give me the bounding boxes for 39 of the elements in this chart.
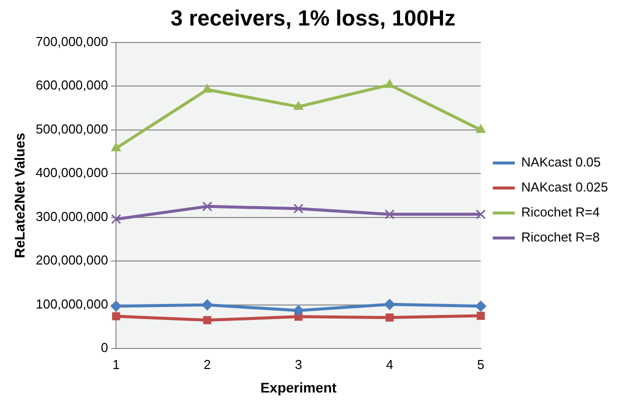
point	[293, 204, 304, 214]
point	[386, 314, 394, 322]
point	[476, 312, 485, 320]
legend-label: NAKcast 0.025	[521, 180, 608, 195]
y-tick-label: 700,000,000	[36, 34, 108, 49]
x-tick-label: 2	[204, 356, 211, 372]
legend-label: NAKcast 0.05	[521, 154, 601, 170]
point	[384, 79, 394, 88]
x-tick-label: 4	[386, 356, 394, 372]
point	[111, 142, 121, 152]
x-tick-label: 5	[477, 356, 484, 372]
point	[203, 316, 212, 324]
point	[384, 298, 396, 310]
legend-label: Ricochet R=8	[521, 230, 600, 245]
y-tick-label: 300,000,000	[36, 208, 108, 224]
point	[111, 214, 122, 224]
x-axis-title: Experiment	[260, 379, 337, 396]
y-tick-label: 600,000,000	[36, 78, 108, 93]
y-tick-label: 0	[100, 340, 108, 356]
point	[292, 305, 304, 316]
point	[202, 84, 212, 93]
y-axis-title: ReLate2Net Values	[11, 132, 28, 258]
point	[384, 209, 395, 220]
y-tick-label: 100,000,000	[36, 296, 108, 312]
point	[202, 201, 212, 212]
point	[475, 300, 486, 312]
point	[476, 124, 486, 133]
point	[476, 209, 486, 220]
y-tick-label: 500,000,000	[36, 121, 108, 136]
y-tick-label: 200,000,000	[36, 252, 108, 268]
y-tick-label: 400,000,000	[36, 165, 108, 180]
x-tick-label: 3	[294, 356, 302, 372]
chart-title: 3 receivers, 1% loss, 100Hz	[170, 5, 456, 30]
point	[294, 101, 304, 110]
point	[202, 299, 213, 310]
legend-label: Ricochet R=4	[521, 204, 600, 220]
x-tick-label: 1	[112, 356, 120, 372]
point	[110, 300, 122, 312]
point	[112, 312, 120, 320]
